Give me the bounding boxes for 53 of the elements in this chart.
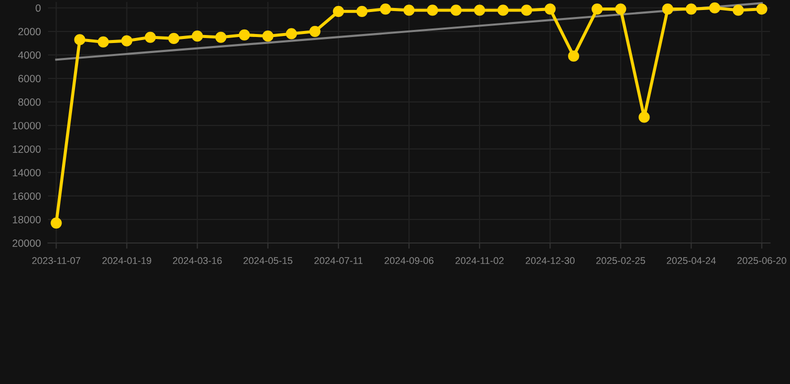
- point: [144, 32, 156, 43]
- x-tick-label: 2025-04-24: [666, 257, 716, 264]
- point: [474, 4, 486, 16]
- point: [286, 28, 297, 40]
- point: [498, 4, 509, 16]
- point: [756, 4, 768, 15]
- point: [544, 4, 556, 15]
- point: [403, 4, 415, 16]
- point: [168, 32, 180, 44]
- y-tick-label: 2000: [18, 28, 41, 36]
- point: [262, 30, 274, 42]
- point: [50, 217, 62, 229]
- point: [615, 4, 626, 15]
- y-tick-label: 18000: [12, 216, 41, 224]
- y-tick-label: 14000: [12, 168, 41, 176]
- y-tick-label: 10000: [12, 122, 41, 130]
- x-tick-label: 2024-09-06: [384, 257, 434, 264]
- point: [380, 4, 392, 15]
- point: [356, 6, 368, 17]
- point: [309, 26, 320, 37]
- point: [215, 32, 226, 43]
- point: [74, 34, 86, 46]
- point: [450, 4, 462, 16]
- x-tick-label: 2024-05-15: [244, 257, 292, 264]
- point: [568, 50, 580, 62]
- point: [592, 4, 603, 15]
- x-tick-label: 2023-11-07: [32, 257, 80, 264]
- y-tick-label: 20000: [12, 240, 41, 247]
- point: [686, 4, 697, 15]
- point: [98, 36, 109, 48]
- point: [521, 4, 532, 16]
- y-tick-label: 12000: [12, 145, 41, 153]
- x-tick-label: 2025-02-25: [596, 257, 646, 264]
- x-tick-label: 2024-07-11: [314, 257, 362, 264]
- y-tick-label: 0: [36, 4, 41, 12]
- y-tick-label: 4000: [18, 51, 41, 59]
- y-tick-label: 16000: [12, 192, 41, 200]
- point: [426, 4, 438, 16]
- x-tick-label: 2025-06-20: [737, 257, 786, 264]
- point: [192, 30, 203, 42]
- point: [238, 29, 250, 40]
- y-tick-label: 6000: [18, 74, 41, 82]
- point: [638, 112, 650, 123]
- point: [709, 2, 720, 14]
- point: [121, 35, 132, 46]
- point: [732, 4, 744, 16]
- x-tick-label: 2024-12-30: [526, 257, 575, 264]
- x-tick-label: 2024-03-16: [172, 257, 222, 264]
- point: [332, 6, 344, 17]
- point: [662, 4, 674, 15]
- y-tick-label: 8000: [18, 98, 41, 106]
- x-tick-label: 2024-01-19: [102, 257, 152, 264]
- x-tick-label: 2024-11-02: [456, 257, 504, 264]
